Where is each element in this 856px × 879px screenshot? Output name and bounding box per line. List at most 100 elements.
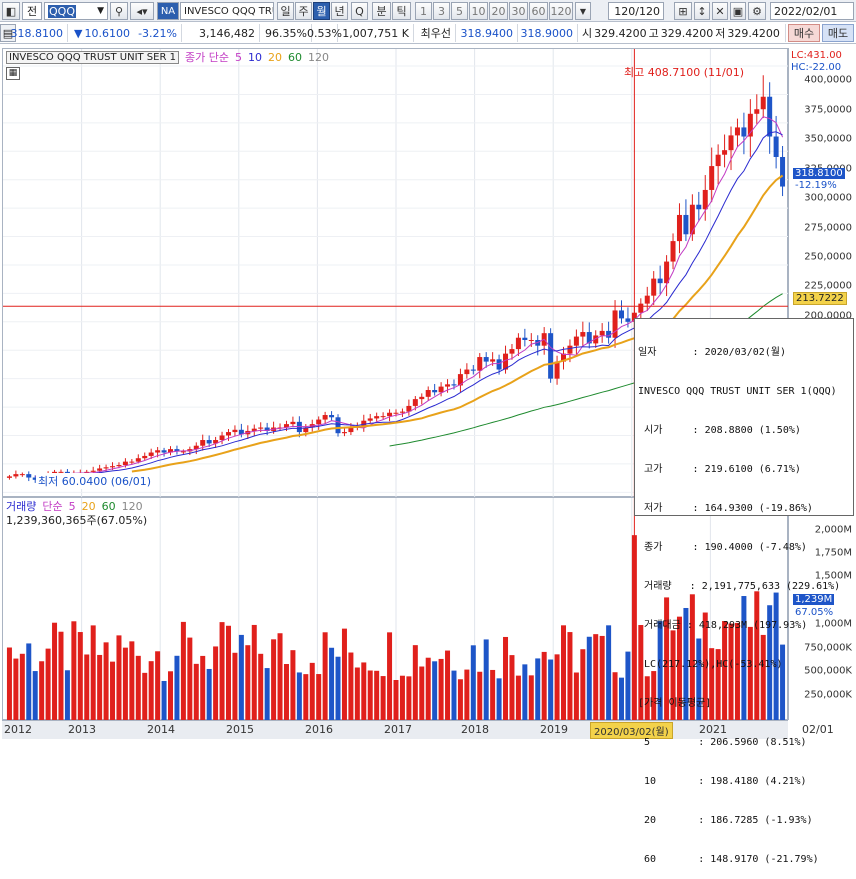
volume-pct-tag: 67.05% — [795, 607, 834, 618]
volume-bar — [503, 636, 509, 721]
volume-bar — [760, 634, 766, 721]
volume-bar — [200, 655, 206, 721]
volume-bar — [580, 649, 586, 721]
chart-type-icon[interactable]: ⊞ — [674, 2, 692, 20]
stock-name-field: INVESCO QQQ TRUST — [180, 2, 274, 20]
volume-bar — [496, 678, 502, 721]
volume-bar — [283, 664, 289, 721]
search-icon[interactable]: ⚲ — [110, 2, 128, 20]
volume-bar — [490, 669, 496, 721]
candle — [225, 432, 231, 436]
volume-bar — [180, 621, 186, 721]
candle — [361, 420, 367, 427]
y-label: 300,0000 — [804, 192, 852, 204]
period-quarter[interactable]: Q — [351, 2, 368, 20]
indicator-icon[interactable]: ↕ — [694, 2, 710, 20]
volume-bar — [393, 679, 399, 721]
candle — [722, 150, 728, 155]
volume-bar — [451, 670, 457, 721]
tooltip-line: 종가 : 190.4000 (-7.48%) — [638, 542, 807, 553]
count-input[interactable]: 120/120 — [608, 2, 664, 20]
volume-bar — [103, 642, 109, 721]
tooltip-line: LC(217.12%),HC(-53.41%) — [638, 659, 783, 670]
volume-bar — [702, 612, 708, 721]
candle — [522, 337, 528, 340]
sell-button[interactable]: 매도 — [822, 24, 854, 42]
window-menu-icon[interactable]: ◧ — [2, 2, 20, 20]
minute-5[interactable]: 5 — [451, 2, 468, 20]
minute-120[interactable]: 120 — [549, 2, 573, 20]
volume-bar — [90, 625, 96, 721]
volume-bar — [657, 621, 663, 721]
y-label: 275,0000 — [804, 222, 852, 234]
candle — [696, 204, 702, 210]
period-tick[interactable]: 틱 — [392, 2, 411, 20]
volume-bar — [715, 649, 721, 721]
candle — [509, 349, 515, 354]
grid-toggle-icon[interactable]: ▦ — [6, 67, 20, 80]
vma5-legend: 5 — [68, 499, 76, 513]
candle — [580, 332, 586, 337]
candle — [425, 390, 431, 397]
candle — [709, 166, 715, 190]
candle — [638, 303, 644, 313]
volume-bar — [122, 647, 128, 721]
candle — [116, 465, 122, 467]
minute-10[interactable]: 10 — [469, 2, 488, 20]
speaker-icon[interactable]: ◂▾ — [130, 2, 154, 20]
volume-bar — [599, 635, 605, 721]
minute-dropdown-icon[interactable]: ▼ — [575, 2, 591, 20]
high-value: 329.4200 — [660, 26, 714, 40]
minute-60[interactable]: 60 — [529, 2, 548, 20]
candle — [689, 204, 695, 235]
volume-bar — [110, 661, 116, 721]
close-x-icon[interactable]: ✕ — [712, 2, 728, 20]
crosshair-price-tag: 213.7222 — [793, 292, 847, 305]
candle — [445, 384, 451, 387]
minute-30[interactable]: 30 — [509, 2, 528, 20]
vma120-legend: 120 — [121, 499, 143, 513]
candle — [135, 458, 141, 462]
volume-panel[interactable] — [2, 497, 788, 721]
volume-bar — [116, 635, 122, 721]
candle — [238, 429, 244, 435]
candle — [490, 359, 496, 362]
candle — [747, 113, 753, 137]
volume-bar — [625, 651, 631, 721]
ma10-legend: 10 — [247, 50, 262, 64]
buy-button[interactable]: 매수 — [788, 24, 820, 42]
down-arrow-icon: ▼ — [74, 26, 83, 40]
period-minute[interactable]: 분 — [372, 2, 391, 20]
chevron-down-icon[interactable]: ▼ — [97, 6, 104, 16]
save-icon[interactable]: ▣ — [730, 2, 746, 20]
code-input[interactable]: QQQ ▼ — [44, 2, 108, 20]
period-day[interactable]: 일 — [277, 2, 294, 20]
volume-bar — [728, 623, 734, 721]
candle — [161, 450, 167, 453]
minute-1[interactable]: 1 — [415, 2, 432, 20]
volume-bar — [470, 645, 476, 721]
gear-icon[interactable]: ⚙ — [748, 2, 766, 20]
candle — [219, 435, 225, 441]
candle — [780, 156, 786, 187]
candle — [644, 295, 650, 304]
candle — [264, 427, 270, 431]
period-week[interactable]: 주 — [295, 2, 312, 20]
period-month[interactable]: 월 — [313, 2, 330, 20]
x-label: 2014 — [147, 723, 175, 736]
date-input[interactable]: 2022/02/01 — [770, 2, 854, 20]
minute-3[interactable]: 3 — [433, 2, 450, 20]
volume-bar — [509, 655, 515, 721]
volume-bar — [419, 666, 425, 721]
candle — [754, 109, 760, 114]
period-year[interactable]: 년 — [331, 2, 348, 20]
tooltip-line: INVESCO QQQ TRUST UNIT SER 1(QQQ) — [638, 386, 837, 397]
volume-bar — [387, 632, 393, 721]
candle — [586, 332, 592, 344]
volume-bar — [367, 670, 373, 721]
x-axis: 2012 2013 2014 2015 2016 2017 2018 2019 … — [2, 720, 834, 739]
market-select[interactable]: 전 — [22, 2, 42, 20]
volume-bar — [6, 647, 12, 721]
minute-20[interactable]: 20 — [489, 2, 508, 20]
stock-list-icon[interactable]: ▤ — [0, 24, 16, 42]
